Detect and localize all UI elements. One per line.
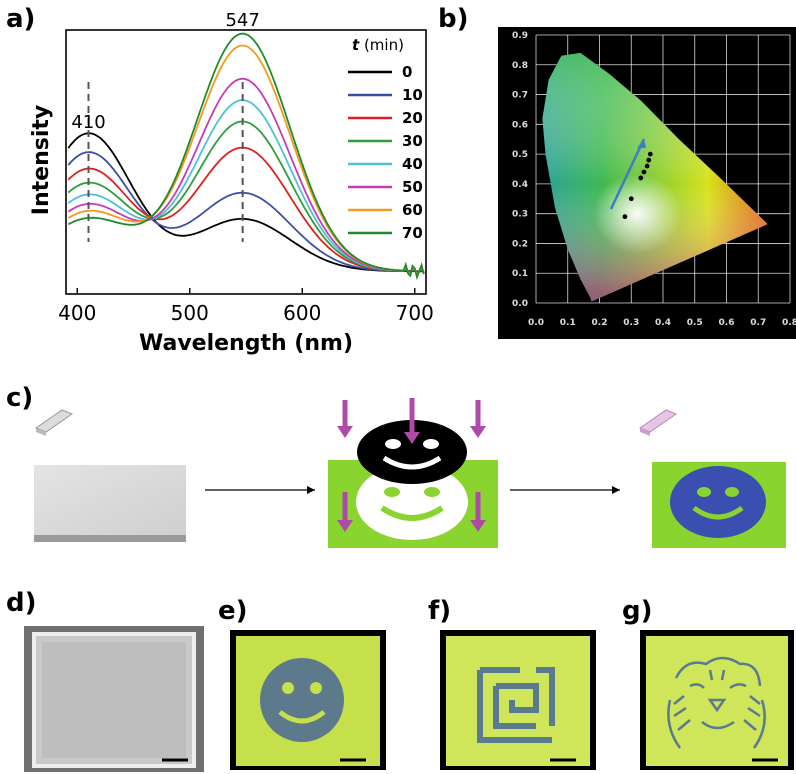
uv-arrow-head: [470, 520, 486, 532]
trend-arrow: [609, 138, 646, 210]
y-tick-label: 0.3: [512, 210, 528, 220]
x-tick-label: 0.0: [528, 318, 544, 328]
x-tick-label: 500: [171, 301, 209, 325]
series-line-70: [67, 32, 425, 281]
white-exposed-circle: [356, 464, 468, 540]
uv-arrow-head: [470, 426, 486, 438]
x-tick-label: 0.1: [560, 318, 576, 328]
uv-lamp-icon: [34, 409, 74, 436]
chromaticity-point: [644, 163, 650, 169]
x-tick-label: 0.3: [623, 318, 639, 328]
peak-label-410: 410: [71, 112, 105, 133]
photo-blank-film: [24, 626, 204, 772]
masked-film: [328, 420, 498, 548]
legend-label-60: 60: [402, 201, 423, 219]
legend-title: t (min): [352, 36, 404, 54]
chromaticity-point: [622, 214, 628, 220]
y-tick-label: 0.9: [512, 31, 528, 41]
trend-arrow-head: [637, 139, 646, 148]
y-tick-label: 0.2: [512, 239, 528, 249]
x-tick-label: 0.8: [782, 318, 796, 328]
uv-arrows: [337, 398, 486, 532]
series-line-10: [67, 151, 425, 274]
chromaticity-point: [647, 151, 653, 157]
x-tick-label: 0.7: [750, 318, 766, 328]
arrow-1-head: [307, 486, 315, 494]
panel-label-a: a): [6, 4, 36, 34]
series-line-50: [67, 77, 425, 278]
panel-label-b: b): [438, 4, 469, 34]
legend-label-30: 30: [402, 132, 423, 150]
photo-tiger-pattern: [640, 630, 794, 770]
plot-frame-a: [65, 29, 427, 295]
series-line-0: [67, 132, 424, 273]
chromaticity-point: [641, 169, 647, 175]
series-line-30: [67, 120, 425, 276]
x-tick-label: 0.5: [687, 318, 703, 328]
panel-label-c: c): [6, 383, 34, 413]
x-tick-label: 400: [58, 301, 96, 325]
panel-label-e: e): [218, 596, 248, 626]
legend-label-20: 20: [402, 109, 423, 127]
patterned-film: [652, 462, 786, 548]
emission-spectra-chart: 400 500 600 700 410 547 t (min) 0 10 20 30 40 50 60…: [29, 10, 434, 356]
panel-label-g: g): [622, 596, 653, 626]
cie-chromaticity-chart: 0.0 0.1 0.2 0.3 0.4 0.5 0.6 0.7 0.8 0.0 0.1 0.2 0.3 0…: [498, 27, 796, 339]
y-tick-label: 0.6: [512, 120, 528, 130]
uv-arrow-head: [337, 426, 353, 438]
y-axis-label: Intensity: [29, 105, 54, 215]
peak-label-547: 547: [225, 10, 259, 31]
legend-label-40: 40: [402, 155, 423, 173]
arrow-2-head: [612, 486, 620, 494]
legend-label-10: 10: [402, 86, 423, 104]
x-tick-label: 600: [283, 301, 321, 325]
y-tick-label: 0.0: [512, 299, 528, 309]
y-tick-label: 0.7: [512, 91, 528, 101]
y-tick-label: 0.5: [512, 150, 528, 160]
chromaticity-point: [628, 196, 634, 202]
x-tick-label: 0.2: [592, 318, 608, 328]
photo-smiley-pattern: [230, 630, 386, 770]
x-tick-label: 0.6: [719, 318, 735, 328]
blank-film: [34, 465, 186, 542]
panel-label-f: f): [428, 596, 452, 626]
y-tick-label: 0.8: [512, 61, 528, 71]
legend-label-50: 50: [402, 178, 423, 196]
legend-label-70: 70: [402, 224, 423, 242]
x-tick-label: 0.4: [655, 318, 671, 328]
visible-lamp-icon: [638, 409, 678, 436]
x-axis-label: Wavelength (nm): [139, 331, 353, 356]
uv-arrow-head: [404, 432, 420, 444]
x-tick-label: 700: [396, 301, 434, 325]
panel-label-d: d): [6, 588, 37, 618]
photo-maze-pattern: [440, 630, 596, 770]
y-tick-label: 0.1: [512, 269, 528, 279]
chromaticity-point: [638, 175, 644, 181]
legend-label-0: 0: [402, 63, 412, 81]
uv-arrow-head: [337, 520, 353, 532]
patterning-scheme: [34, 398, 786, 548]
series-line-20: [67, 146, 425, 275]
chromaticity-point: [646, 157, 652, 163]
y-tick-label: 0.4: [512, 180, 528, 190]
photomask: [357, 420, 467, 484]
